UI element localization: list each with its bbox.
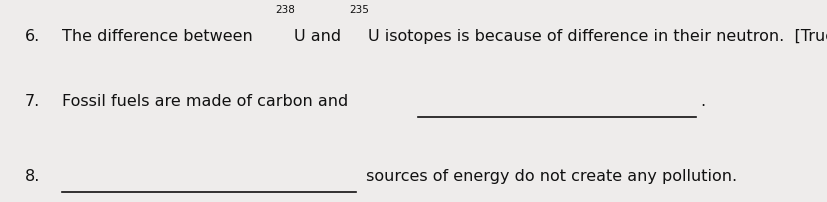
Text: The difference between: The difference between <box>62 29 258 44</box>
Text: 238: 238 <box>275 5 294 15</box>
Text: 7.: 7. <box>25 94 40 108</box>
Text: U and: U and <box>294 29 346 44</box>
Text: sources of energy do not create any pollution.: sources of energy do not create any poll… <box>361 168 736 183</box>
Text: .: . <box>700 94 705 108</box>
Text: 6.: 6. <box>25 29 40 44</box>
Text: 235: 235 <box>349 5 369 15</box>
Text: 8.: 8. <box>25 168 41 183</box>
Text: U isotopes is because of difference in their neutron.  [True / False]: U isotopes is because of difference in t… <box>368 29 827 44</box>
Text: Fossil fuels are made of carbon and: Fossil fuels are made of carbon and <box>62 94 353 108</box>
